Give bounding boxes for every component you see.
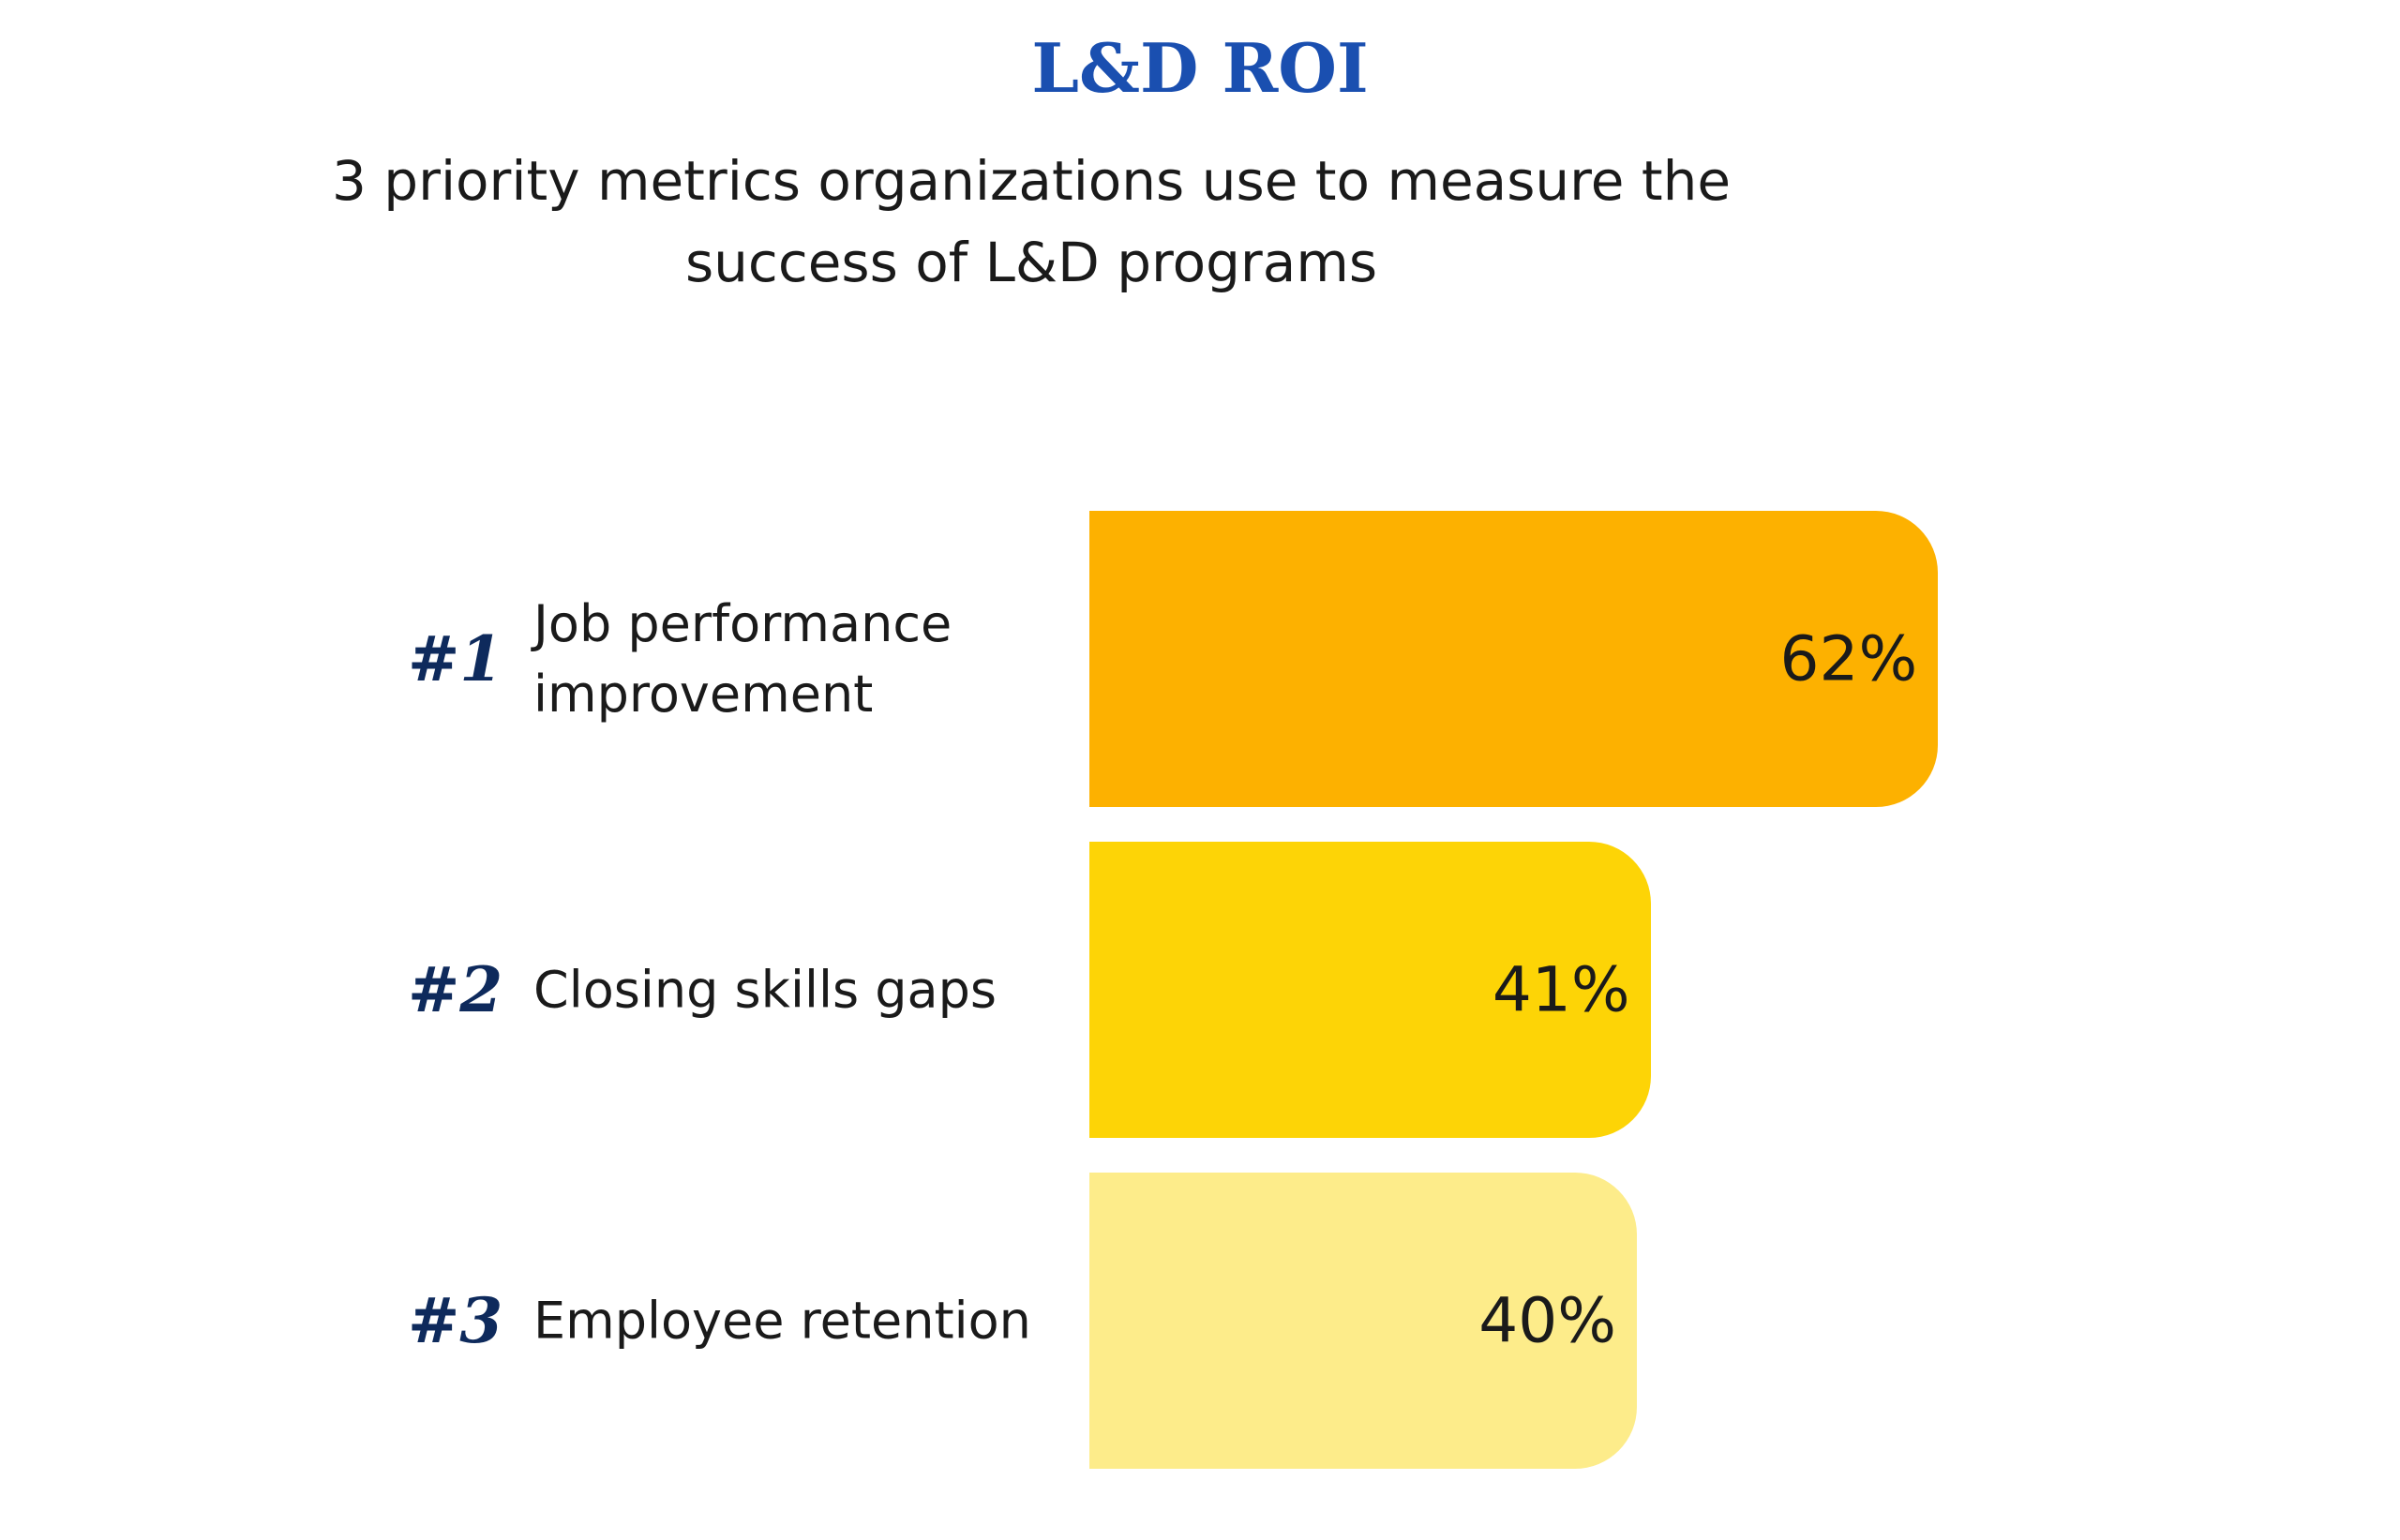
rank-label: #2 — [408, 953, 503, 1026]
chart-subtitle: 3 priority metrics organizations use to … — [331, 149, 1732, 294]
rank-label: #1 — [408, 622, 503, 695]
rank-label: #3 — [408, 1284, 503, 1357]
bar: 40% — [1089, 1173, 1637, 1469]
value-label: 62% — [1779, 622, 1918, 695]
bar: 41% — [1089, 842, 1651, 1138]
category-label: Job performance improvement — [533, 594, 952, 724]
category-label: Closing skills gaps — [533, 960, 998, 1020]
value-label: 41% — [1492, 953, 1630, 1026]
category-label: Employee retention — [533, 1291, 1031, 1351]
chart-title: L&D ROI — [1031, 28, 1369, 108]
bar: 62% — [1089, 511, 1939, 807]
value-label: 40% — [1478, 1284, 1616, 1357]
